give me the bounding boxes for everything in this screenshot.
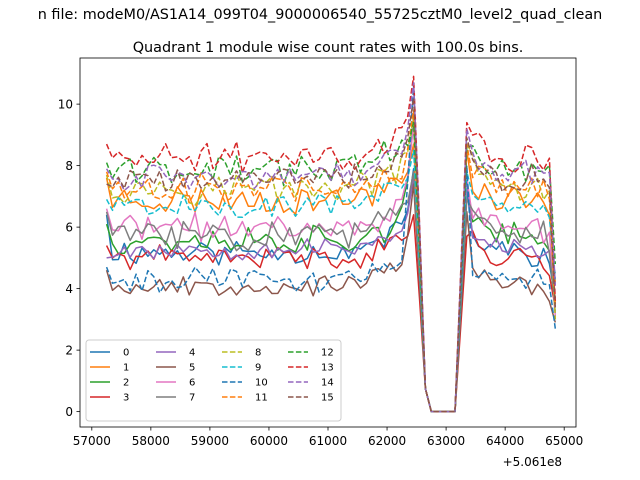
- series-line-3: [105, 214, 557, 413]
- series-line-6: [105, 124, 557, 413]
- series-line-7: [105, 171, 557, 413]
- series-line-9: [105, 149, 557, 413]
- y-tick-label: 4: [65, 282, 73, 296]
- legend-label-4: 4: [189, 348, 195, 359]
- legend-label-8: 8: [255, 348, 261, 359]
- series-line-5: [105, 183, 557, 413]
- x-tick-label: 60000: [250, 434, 288, 448]
- series-line-12: [105, 121, 557, 413]
- x-axis: 57000 58000 59000 60000 61000 62000 63000 64000…: [73, 427, 583, 448]
- legend-box: [85, 339, 342, 422]
- legend-label-12: 12: [321, 348, 334, 359]
- legend-label-7: 7: [189, 393, 195, 404]
- x-offset-label: +5.061e8: [503, 455, 562, 469]
- series-line-8: [105, 115, 557, 413]
- y-tick-label: 10: [58, 98, 73, 112]
- x-tick-label: 57000: [73, 434, 111, 448]
- series-line-15: [106, 97, 557, 413]
- legend-label-15: 15: [321, 393, 334, 404]
- legend-label-10: 10: [255, 378, 268, 389]
- y-tick-label: 0: [65, 405, 73, 419]
- series-line-10: [105, 84, 557, 413]
- legend-label-5: 5: [189, 363, 195, 374]
- legend-label-11: 11: [255, 393, 268, 404]
- series-line-13: [105, 75, 557, 413]
- chart-title: Quadrant 1 module wise count rates with …: [133, 40, 524, 56]
- series-line-4: [106, 177, 557, 413]
- legend-label-6: 6: [189, 378, 195, 389]
- x-tick-label: 65000: [545, 434, 583, 448]
- series-line-1: [105, 143, 557, 413]
- y-axis: 0 2 4 6 8 10: [58, 98, 80, 419]
- figure-suptitle: n file: modeM0/AS1A14_099T04_9000006540_…: [38, 7, 603, 23]
- x-tick-label: 62000: [368, 434, 406, 448]
- legend-label-3: 3: [123, 393, 129, 404]
- legend-label-14: 14: [321, 378, 334, 389]
- y-tick-label: 8: [65, 159, 73, 173]
- legend-label-13: 13: [321, 363, 334, 374]
- y-tick-label: 6: [65, 221, 73, 235]
- legend-label-9: 9: [255, 363, 261, 374]
- series-line-14: [105, 81, 557, 413]
- x-tick-label: 61000: [309, 434, 347, 448]
- legend-label-2: 2: [123, 378, 129, 389]
- y-tick-label: 2: [65, 344, 73, 358]
- series-line-11: [105, 109, 557, 413]
- x-tick-label: 58000: [132, 434, 170, 448]
- x-tick-label: 63000: [427, 434, 465, 448]
- x-tick-label: 64000: [486, 434, 524, 448]
- legend-label-0: 0: [123, 348, 129, 359]
- series-line-2: [105, 118, 557, 413]
- x-tick-label: 59000: [191, 434, 229, 448]
- legend-label-1: 1: [123, 363, 129, 374]
- series-layer: [105, 75, 557, 413]
